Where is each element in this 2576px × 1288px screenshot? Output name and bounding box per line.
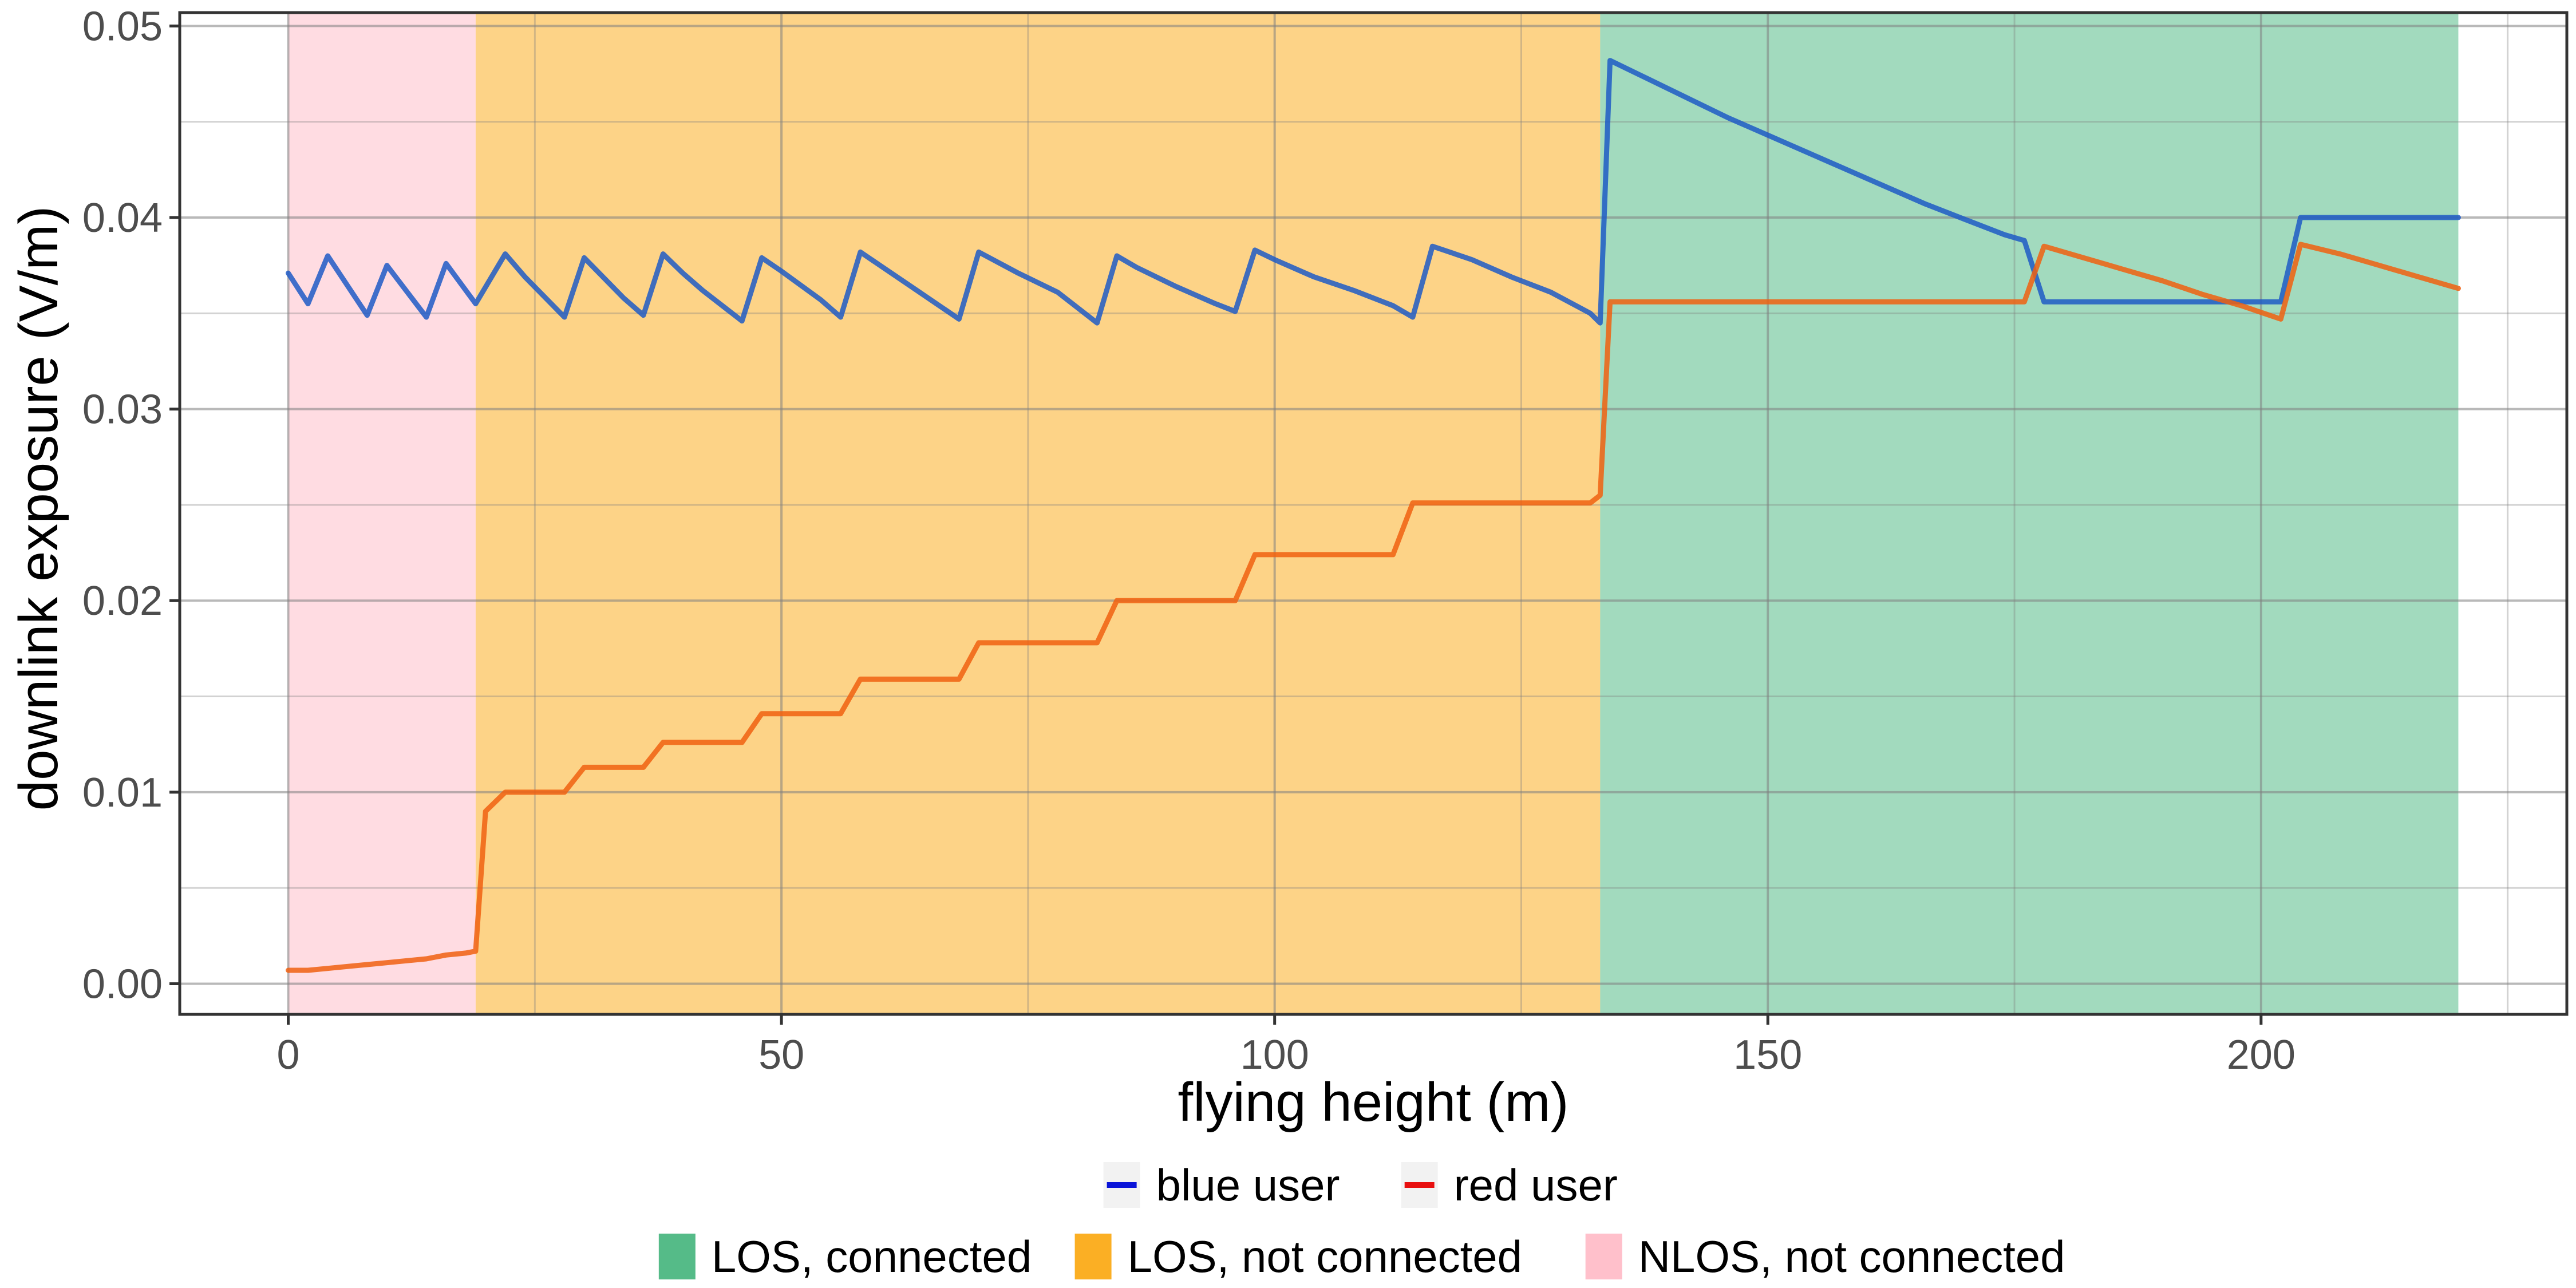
y-tick-label-3: 0.03 (82, 387, 163, 433)
legend-key-region-2 (658, 1234, 696, 1279)
region-band-2 (1600, 13, 2459, 1014)
legend-label-region-2: LOS, connected (712, 1231, 1032, 1282)
x-tick-label-2: 100 (1240, 1032, 1309, 1078)
region-band-0 (288, 13, 476, 1014)
y-tick-label-5: 0.05 (82, 3, 163, 49)
y-tick-label-2: 0.02 (82, 578, 163, 624)
legend-label-red-user: red user (1454, 1160, 1618, 1210)
x-tick-label-1: 50 (758, 1032, 804, 1078)
legend-series-row: blue user red user (1103, 1160, 1618, 1210)
axis-layer: 0 50 100 150 200 0.00 0.01 0.02 0.03 0.04 0.05 (82, 3, 2296, 1078)
legend-label-blue-user: blue user (1156, 1160, 1340, 1210)
grid-layer (180, 13, 2567, 1014)
legend-label-region-1: LOS, not connected (1128, 1231, 1522, 1282)
panel-border (178, 11, 2569, 1016)
regions-layer (288, 13, 2459, 1014)
x-axis-title: flying height (m) (1178, 1072, 1569, 1133)
series-layer (286, 58, 2461, 973)
x-tick-label-4: 200 (2227, 1032, 2296, 1078)
series-line-red-user (286, 242, 2461, 973)
y-tick-label-4: 0.04 (82, 195, 163, 241)
y-axis-title: downlink exposure (V/m) (8, 206, 69, 811)
legend-key-region-0 (1585, 1234, 1622, 1279)
legend-label-region-0: NLOS, not connected (1638, 1231, 2065, 1282)
region-band-1 (475, 13, 1601, 1014)
series-line-blue-user (286, 58, 2461, 326)
x-tick-label-3: 150 (1733, 1032, 1802, 1078)
y-tick-label-1: 0.01 (82, 770, 163, 816)
x-tick-label-0: 0 (277, 1032, 300, 1078)
legend-regions-row: LOS, connected LOS, not connected NLOS, no… (658, 1231, 2065, 1282)
y-tick-label-0: 0.00 (82, 961, 163, 1007)
legend-key-region-1 (1074, 1234, 1112, 1279)
